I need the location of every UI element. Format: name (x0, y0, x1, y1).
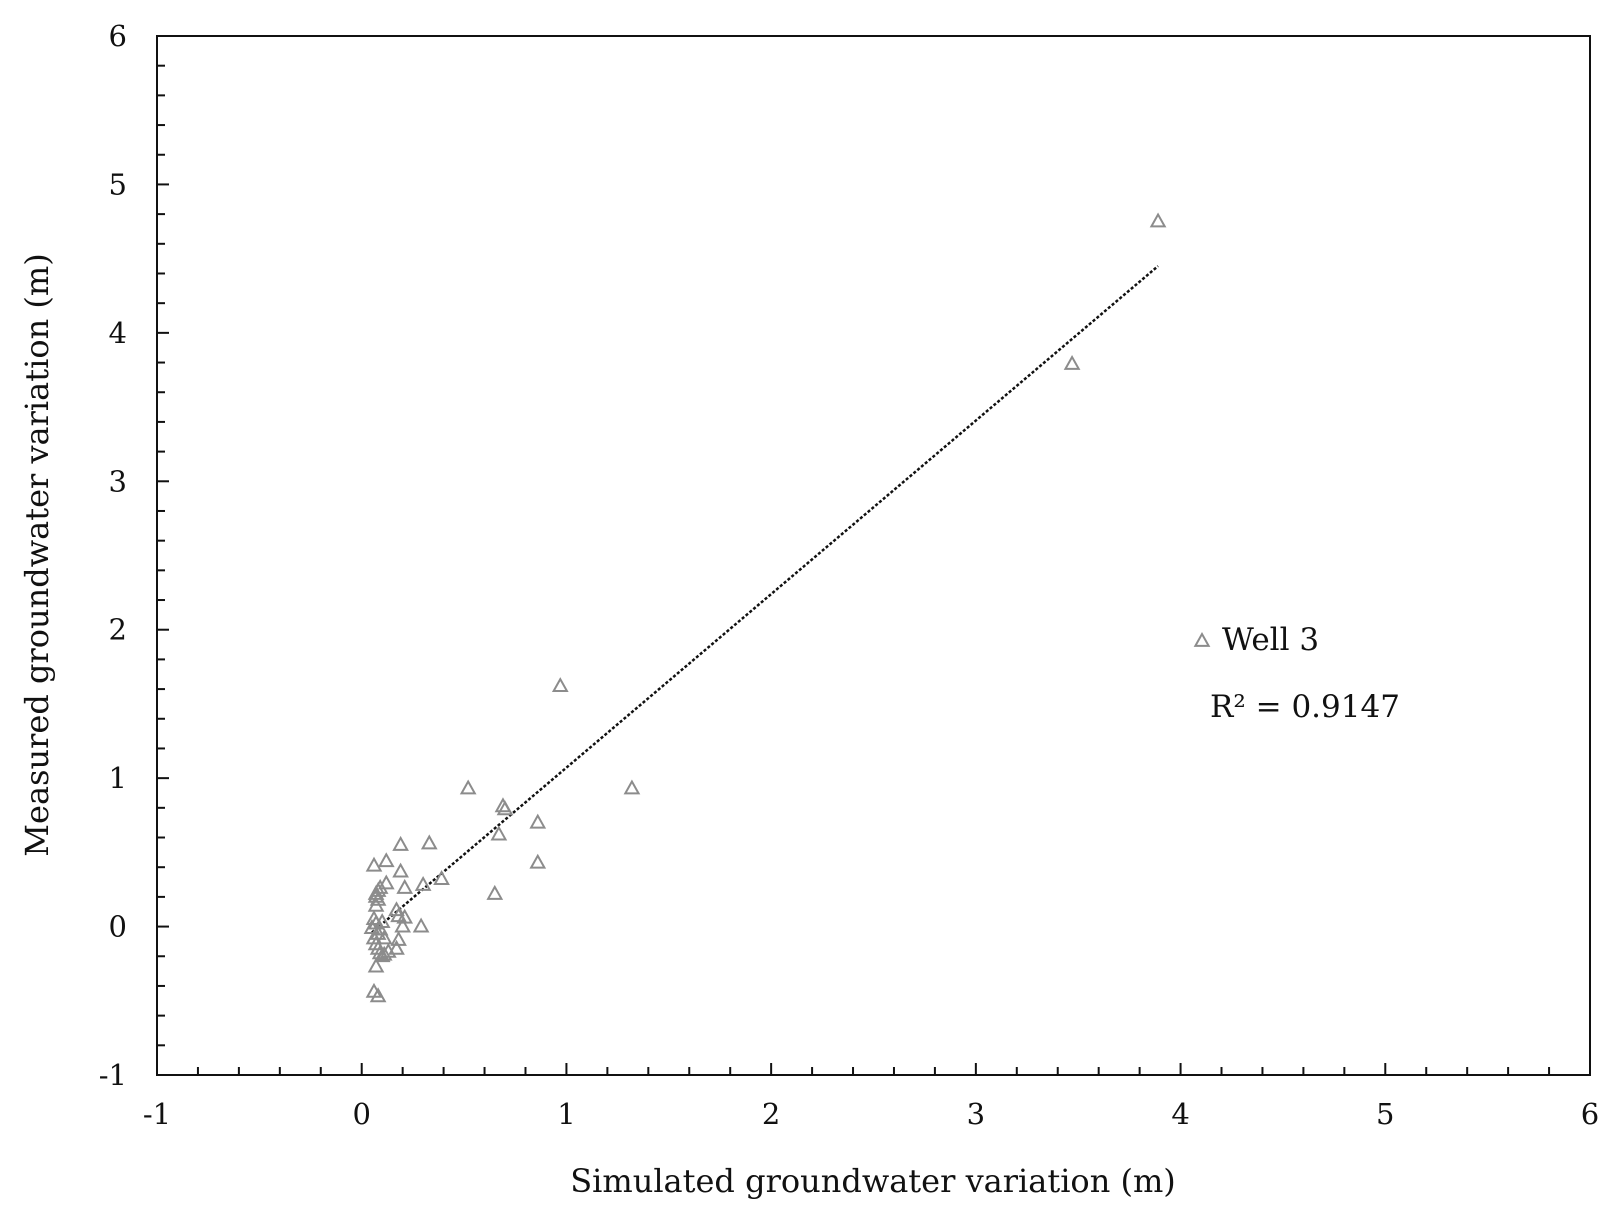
legend: Well 3 R² = 0.9147 (1193, 622, 1400, 725)
data-point (388, 939, 405, 955)
y-axis-ticks (157, 35, 169, 1076)
y-tick-label: 6 (109, 19, 127, 53)
y-tick-label: 5 (109, 167, 127, 201)
data-point (365, 929, 383, 945)
data-point (375, 945, 393, 961)
data-point (486, 884, 504, 900)
y-tick-label: 1 (109, 761, 127, 795)
data-point (433, 870, 450, 885)
x-tick-label: 4 (1171, 1097, 1189, 1131)
data-point (551, 677, 569, 693)
x-tick-label: 1 (557, 1097, 575, 1131)
plot-frame (156, 35, 1591, 1076)
data-point (392, 835, 409, 851)
data-points (363, 212, 1167, 1003)
data-point (529, 813, 547, 829)
data-point (496, 800, 514, 816)
y-tick-label: 2 (109, 613, 127, 647)
x-tick-label: 2 (762, 1097, 780, 1131)
data-point (373, 947, 391, 963)
data-point (369, 987, 387, 1003)
y-tick-label: 3 (109, 464, 127, 498)
data-point (367, 957, 385, 973)
data-point (412, 917, 430, 933)
data-point (388, 901, 405, 917)
x-tick-label: 3 (967, 1097, 985, 1131)
x-tick-label: 6 (1581, 1097, 1599, 1131)
data-point (375, 929, 393, 945)
data-point (377, 874, 395, 890)
r-squared-annotation: R² = 0.9147 (1210, 689, 1400, 725)
data-point (529, 853, 547, 869)
x-tick-label: -1 (143, 1097, 171, 1131)
legend-label: Well 3 (1222, 622, 1319, 658)
x-tick-label: 5 (1376, 1097, 1394, 1131)
y-tick-label: -1 (99, 1058, 127, 1092)
y-axis-label: Measured groundwater variation (m) (18, 253, 56, 856)
data-point (1149, 212, 1167, 228)
y-tick-label: 4 (109, 316, 127, 350)
data-point (394, 917, 412, 933)
data-point (373, 913, 391, 929)
y-tick-label: 0 (109, 910, 127, 944)
data-point (490, 825, 508, 841)
trendline (371, 265, 1159, 934)
data-point (1063, 354, 1081, 370)
data-point (420, 834, 438, 850)
x-axis-label: Simulated groundwater variation (m) (570, 1162, 1176, 1200)
data-point (371, 920, 389, 936)
data-point (369, 890, 387, 906)
legend-marker-triangle (1193, 631, 1211, 647)
data-point (459, 779, 477, 795)
y-axis-tick-labels: -1 0 1 2 3 4 5 6 (99, 19, 127, 1092)
data-point (623, 779, 641, 795)
data-point (396, 878, 414, 894)
x-axis-ticks (156, 1063, 1591, 1075)
data-point (365, 856, 383, 872)
data-point (392, 862, 409, 878)
x-tick-label: 0 (352, 1097, 370, 1131)
data-point (414, 875, 432, 891)
x-axis-tick-labels: -1 0 1 2 3 4 5 6 (143, 1097, 1599, 1131)
data-point (390, 930, 407, 946)
data-point (371, 878, 389, 894)
data-point (377, 852, 395, 868)
